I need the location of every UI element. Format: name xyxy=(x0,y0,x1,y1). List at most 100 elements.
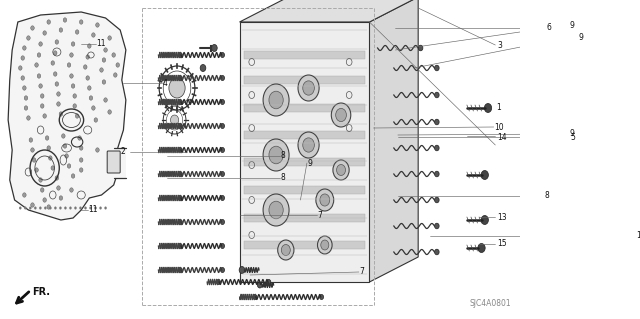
FancyBboxPatch shape xyxy=(244,51,365,59)
FancyBboxPatch shape xyxy=(244,241,365,249)
Circle shape xyxy=(320,194,330,206)
Circle shape xyxy=(24,206,26,210)
Circle shape xyxy=(220,196,225,201)
Circle shape xyxy=(57,102,60,106)
Circle shape xyxy=(269,91,284,109)
Text: 8: 8 xyxy=(281,174,285,182)
Circle shape xyxy=(27,116,30,120)
FancyBboxPatch shape xyxy=(244,131,365,139)
Circle shape xyxy=(481,216,488,225)
Circle shape xyxy=(39,178,42,182)
Circle shape xyxy=(481,170,488,180)
Circle shape xyxy=(63,18,67,22)
Circle shape xyxy=(269,146,284,164)
Circle shape xyxy=(92,33,95,37)
Circle shape xyxy=(478,243,485,253)
Circle shape xyxy=(79,146,83,150)
Circle shape xyxy=(178,147,182,152)
Circle shape xyxy=(88,44,91,48)
Circle shape xyxy=(319,294,324,300)
Circle shape xyxy=(95,148,99,152)
Circle shape xyxy=(220,100,225,105)
Polygon shape xyxy=(114,148,126,178)
Circle shape xyxy=(63,144,67,148)
Circle shape xyxy=(86,76,90,80)
Circle shape xyxy=(27,36,30,40)
Circle shape xyxy=(31,148,35,152)
Circle shape xyxy=(53,51,57,55)
Circle shape xyxy=(99,206,102,210)
Circle shape xyxy=(24,96,28,100)
Circle shape xyxy=(43,31,47,35)
Circle shape xyxy=(321,240,329,250)
Circle shape xyxy=(89,96,93,100)
Circle shape xyxy=(220,268,225,272)
Text: 8: 8 xyxy=(545,191,550,201)
Circle shape xyxy=(435,197,439,203)
Circle shape xyxy=(24,106,28,110)
Text: 14: 14 xyxy=(497,132,507,142)
Text: 12: 12 xyxy=(636,232,640,241)
Circle shape xyxy=(435,145,439,151)
Circle shape xyxy=(317,236,332,254)
Circle shape xyxy=(44,206,47,210)
Circle shape xyxy=(76,114,79,118)
Circle shape xyxy=(70,74,73,78)
FancyBboxPatch shape xyxy=(244,76,365,84)
Circle shape xyxy=(435,171,439,177)
Circle shape xyxy=(35,168,38,172)
Circle shape xyxy=(484,103,492,113)
Circle shape xyxy=(220,53,225,57)
Circle shape xyxy=(79,168,83,172)
Circle shape xyxy=(71,84,75,88)
Text: 7: 7 xyxy=(360,268,365,277)
Circle shape xyxy=(57,186,60,190)
Circle shape xyxy=(39,84,42,88)
Circle shape xyxy=(19,66,22,70)
Circle shape xyxy=(435,223,439,229)
FancyBboxPatch shape xyxy=(244,158,365,166)
Circle shape xyxy=(57,92,60,96)
Text: FR.: FR. xyxy=(33,287,51,297)
Circle shape xyxy=(54,206,56,210)
Circle shape xyxy=(298,132,319,158)
Circle shape xyxy=(220,172,225,176)
Circle shape xyxy=(332,103,351,127)
Circle shape xyxy=(76,30,79,34)
Circle shape xyxy=(71,174,75,178)
Circle shape xyxy=(37,53,41,57)
Circle shape xyxy=(435,249,439,255)
Circle shape xyxy=(435,65,439,71)
Circle shape xyxy=(32,158,36,162)
Circle shape xyxy=(67,63,71,67)
Circle shape xyxy=(70,188,73,192)
Text: 5: 5 xyxy=(570,132,575,142)
Circle shape xyxy=(49,156,52,160)
Circle shape xyxy=(263,139,289,171)
Text: 9: 9 xyxy=(569,20,574,29)
Circle shape xyxy=(40,104,44,108)
Circle shape xyxy=(337,165,346,175)
Circle shape xyxy=(108,36,111,40)
Circle shape xyxy=(39,206,42,210)
Circle shape xyxy=(269,201,284,219)
Circle shape xyxy=(78,136,81,140)
Polygon shape xyxy=(239,0,418,22)
Circle shape xyxy=(92,106,95,110)
Circle shape xyxy=(178,268,182,272)
Circle shape xyxy=(303,138,314,152)
Text: 11: 11 xyxy=(88,205,98,214)
Circle shape xyxy=(79,206,82,210)
Polygon shape xyxy=(239,22,369,282)
Circle shape xyxy=(70,53,73,57)
Circle shape xyxy=(239,266,245,273)
Circle shape xyxy=(43,114,47,118)
Circle shape xyxy=(108,110,111,114)
Text: 8: 8 xyxy=(281,152,285,160)
Circle shape xyxy=(220,147,225,152)
Circle shape xyxy=(59,28,63,32)
Circle shape xyxy=(51,166,54,170)
Circle shape xyxy=(71,42,75,46)
Circle shape xyxy=(104,48,108,52)
Text: 11: 11 xyxy=(97,40,106,48)
